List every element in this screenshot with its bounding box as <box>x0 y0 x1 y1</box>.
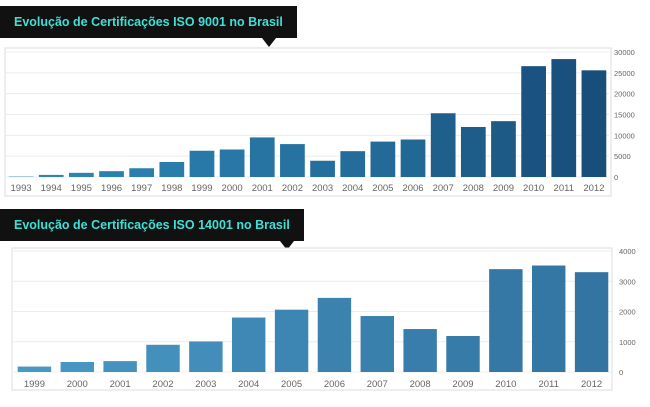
x-tick-label: 1994 <box>41 183 62 194</box>
bar <box>219 149 245 177</box>
bar <box>491 121 516 177</box>
x-tick-label: 2008 <box>410 379 431 390</box>
bar <box>400 139 426 177</box>
chart-title: Evolução de Certificações ISO 9001 no Br… <box>0 6 297 47</box>
x-tick-label: 2010 <box>523 183 544 194</box>
bar <box>581 70 607 177</box>
bar <box>280 144 305 177</box>
x-tick-label: 1999 <box>24 379 45 390</box>
bar <box>551 59 577 178</box>
x-tick-label: 2011 <box>554 183 574 194</box>
x-tick-label: 2007 <box>367 379 388 390</box>
bar <box>430 113 456 177</box>
x-tick-label: 2005 <box>372 183 393 194</box>
x-tick-label: 2010 <box>495 379 516 390</box>
x-tick-label: 2009 <box>493 183 514 194</box>
bar <box>574 272 609 372</box>
x-tick-label: 2002 <box>282 183 303 194</box>
bar <box>38 174 64 177</box>
bar <box>310 160 335 177</box>
bar <box>129 168 155 177</box>
bar <box>146 344 180 372</box>
x-tick-label: 1999 <box>191 183 212 194</box>
x-tick-label: 2003 <box>195 379 216 390</box>
x-tick-label: 2007 <box>433 183 454 194</box>
y-tick-label: 5000 <box>614 152 631 161</box>
bar <box>403 329 437 372</box>
bar <box>460 127 486 177</box>
bar <box>103 361 137 372</box>
y-tick-label: 10000 <box>614 131 635 140</box>
y-tick-label: 25000 <box>614 69 635 78</box>
bar <box>489 269 523 372</box>
x-tick-label: 2000 <box>222 183 243 194</box>
bar <box>340 151 366 177</box>
bar <box>60 362 94 372</box>
x-tick-label: 2009 <box>452 379 473 390</box>
x-tick-label: 2006 <box>324 379 345 390</box>
chart-title-text: Evolução de Certificações ISO 14001 no B… <box>14 218 290 232</box>
x-tick-label: 2008 <box>463 183 484 194</box>
y-tick-label: 30000 <box>614 48 635 57</box>
x-tick-label: 1997 <box>131 183 152 194</box>
bar <box>370 141 396 177</box>
x-tick-label: 1998 <box>161 183 182 194</box>
bar <box>446 336 480 372</box>
x-tick-label: 2012 <box>583 183 604 194</box>
x-tick-label: 1996 <box>101 183 122 194</box>
bar <box>532 265 566 372</box>
bar <box>360 316 394 372</box>
bar <box>249 137 275 177</box>
x-tick-label: 2001 <box>252 183 273 194</box>
y-tick-label: 15000 <box>614 111 635 120</box>
x-tick-label: 2002 <box>152 379 173 390</box>
x-tick-label: 2004 <box>342 183 363 194</box>
x-tick-label: 2003 <box>312 183 333 194</box>
bar <box>521 66 546 177</box>
bar <box>274 309 309 372</box>
y-tick-label: 1000 <box>619 338 636 347</box>
title-pointer <box>262 38 276 47</box>
y-tick-label: 20000 <box>614 90 635 99</box>
y-tick-label: 0 <box>619 368 623 377</box>
x-tick-label: 1993 <box>11 183 32 194</box>
bar <box>159 162 185 177</box>
x-tick-label: 2000 <box>67 379 88 390</box>
bar <box>317 297 352 372</box>
bar <box>232 317 266 372</box>
x-tick-label: 2006 <box>402 183 423 194</box>
bar <box>69 172 94 177</box>
bar <box>189 150 215 177</box>
x-tick-label: 2001 <box>110 379 131 390</box>
bar <box>189 341 223 372</box>
bar <box>17 366 52 372</box>
y-tick-label: 2000 <box>619 308 636 317</box>
y-tick-label: 3000 <box>619 277 636 286</box>
x-tick-label: 2005 <box>281 379 302 390</box>
x-tick-label: 2011 <box>538 379 558 390</box>
y-tick-label: 4000 <box>619 247 636 256</box>
chart-title: Evolução de Certificações ISO 14001 no B… <box>0 209 304 250</box>
chart-title-text: Evolução de Certificações ISO 9001 no Br… <box>14 15 283 29</box>
bar <box>99 171 124 177</box>
x-tick-label: 1995 <box>71 183 92 194</box>
x-tick-label: 2004 <box>238 379 259 390</box>
y-tick-label: 0 <box>614 173 618 182</box>
title-pointer <box>280 241 294 250</box>
x-tick-label: 2012 <box>581 379 602 390</box>
